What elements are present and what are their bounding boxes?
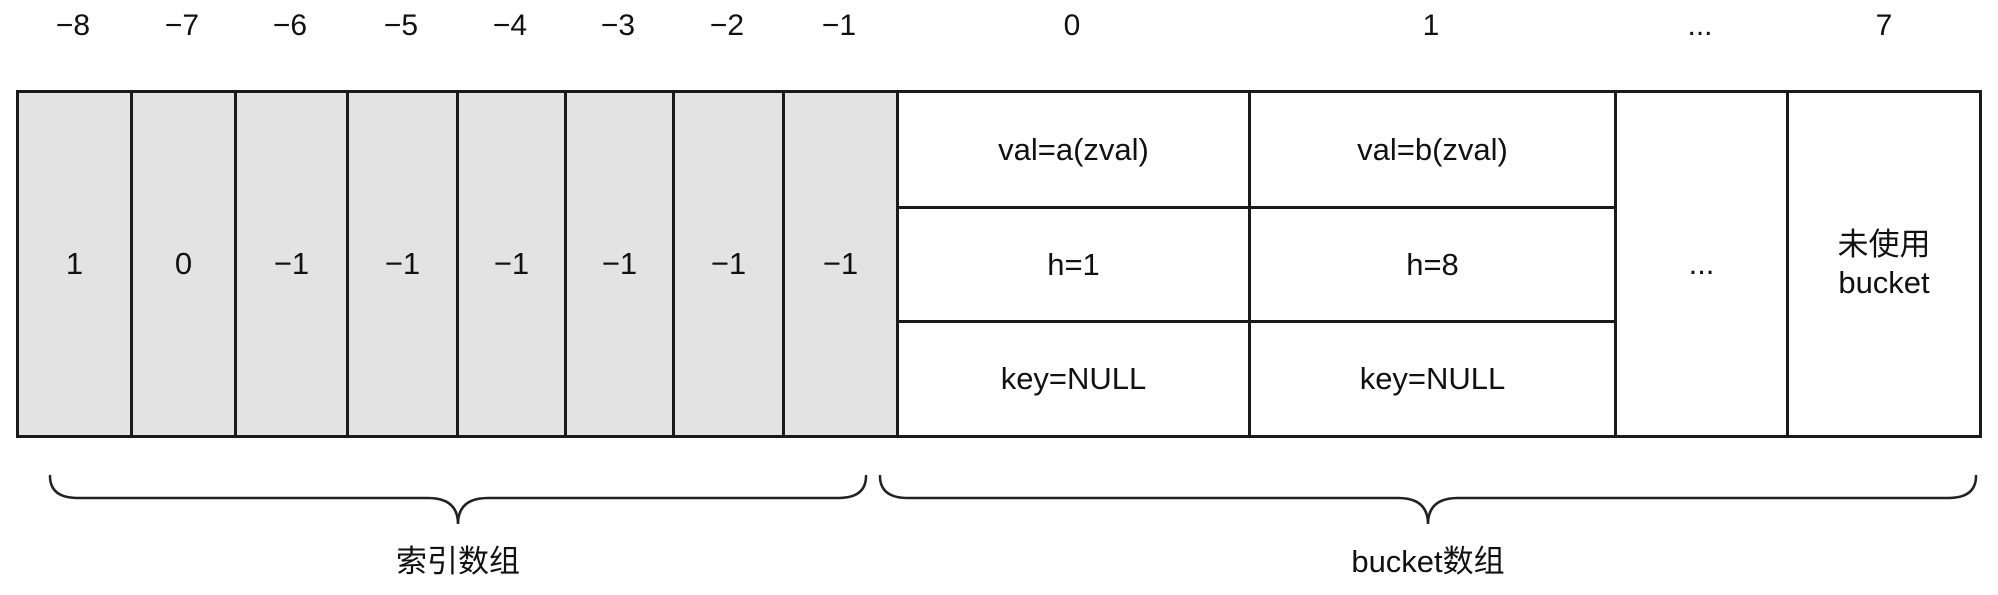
column-header: 1 (1422, 9, 1440, 42)
index-cell: −1 (564, 90, 675, 438)
bucket-1-key: key=NULL (1248, 320, 1617, 438)
index-cell: −1 (234, 90, 349, 438)
index-cell: −1 (672, 90, 785, 438)
column-header: −3 (600, 9, 636, 42)
column-header: −5 (383, 9, 419, 42)
index-array-brace (48, 474, 868, 525)
bucket-1-val: val=b(zval) (1248, 90, 1617, 209)
column-header: −6 (272, 9, 308, 42)
column-header: −7 (164, 9, 200, 42)
bucket-unused-label-line1: 未使用 (1837, 227, 1931, 262)
column-header: 0 (1063, 9, 1081, 42)
column-header: −2 (709, 9, 745, 42)
column-header: −4 (492, 9, 528, 42)
bucket-0-h: h=1 (896, 206, 1251, 323)
bucket-0-val: val=a(zval) (896, 90, 1251, 209)
bucket-array-caption: bucket数组 (1351, 544, 1505, 579)
index-cell: −1 (346, 90, 459, 438)
index-cell: 0 (130, 90, 237, 438)
bucket-1-h: h=8 (1248, 206, 1617, 323)
index-cell: −1 (456, 90, 567, 438)
index-cell: 1 (16, 90, 133, 438)
column-header: 7 (1875, 9, 1893, 42)
column-header: −8 (55, 9, 91, 42)
bucket-array-brace (878, 474, 1978, 525)
bucket-unused: 未使用 bucket (1786, 90, 1982, 438)
column-header: ... (1687, 9, 1713, 42)
index-array-caption: 索引数组 (396, 544, 520, 579)
bucket-unused-label-line2: bucket (1838, 265, 1930, 300)
bucket-ellipsis: ... (1614, 90, 1789, 438)
bucket-0-key: key=NULL (896, 320, 1251, 438)
index-cell: −1 (782, 90, 899, 438)
column-header: −1 (821, 9, 857, 42)
